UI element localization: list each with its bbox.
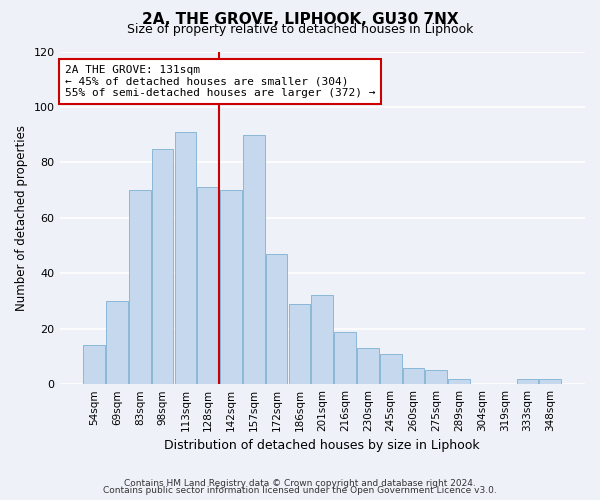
Y-axis label: Number of detached properties: Number of detached properties <box>15 125 28 311</box>
Text: Contains public sector information licensed under the Open Government Licence v3: Contains public sector information licen… <box>103 486 497 495</box>
Bar <box>311 296 333 384</box>
Bar <box>425 370 447 384</box>
Bar <box>334 332 356 384</box>
Bar <box>448 378 470 384</box>
Bar <box>266 254 287 384</box>
Bar <box>83 346 105 384</box>
Bar <box>106 301 128 384</box>
Bar <box>357 348 379 384</box>
Bar <box>289 304 310 384</box>
Bar <box>517 378 538 384</box>
Bar <box>539 378 561 384</box>
Bar <box>152 148 173 384</box>
Bar <box>220 190 242 384</box>
Bar <box>380 354 401 384</box>
Bar <box>175 132 196 384</box>
Text: Size of property relative to detached houses in Liphook: Size of property relative to detached ho… <box>127 24 473 36</box>
Bar <box>243 134 265 384</box>
Bar <box>129 190 151 384</box>
X-axis label: Distribution of detached houses by size in Liphook: Distribution of detached houses by size … <box>164 440 480 452</box>
Text: Contains HM Land Registry data © Crown copyright and database right 2024.: Contains HM Land Registry data © Crown c… <box>124 478 476 488</box>
Text: 2A, THE GROVE, LIPHOOK, GU30 7NX: 2A, THE GROVE, LIPHOOK, GU30 7NX <box>142 12 458 28</box>
Bar <box>197 188 219 384</box>
Bar <box>403 368 424 384</box>
Text: 2A THE GROVE: 131sqm
← 45% of detached houses are smaller (304)
55% of semi-deta: 2A THE GROVE: 131sqm ← 45% of detached h… <box>65 65 375 98</box>
